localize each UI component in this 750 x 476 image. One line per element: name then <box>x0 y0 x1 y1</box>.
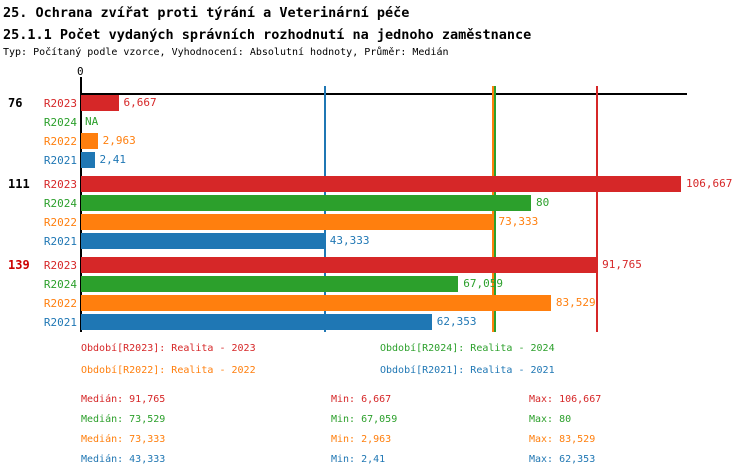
stat-median-R2021: Medián: 43,333 <box>81 454 166 465</box>
bar-value-label: 80 <box>535 196 550 209</box>
bar-value-label: 62,353 <box>436 315 477 328</box>
stat-max-R2024: Max: 80 <box>529 414 572 425</box>
bar-value-label: 43,333 <box>329 234 370 247</box>
bar-R2023 <box>81 176 681 192</box>
bar-R2021 <box>81 314 432 330</box>
bar-R2022 <box>81 133 98 149</box>
report-meta: Typ: Počítaný podle vzorce, Vyhodnocení:… <box>3 47 449 58</box>
stat-max-R2023: Max: 106,667 <box>529 394 602 405</box>
stat-max-R2022: Max: 83,529 <box>529 434 596 445</box>
bar-value-label: 2,41 <box>99 153 127 166</box>
top-axis-line <box>81 93 687 95</box>
stat-min-R2022: Min: 2,963 <box>331 434 392 445</box>
bar-R2024 <box>81 195 531 211</box>
legend-item-R2021: Období[R2021]: Realita - 2021 <box>380 365 555 376</box>
bar-R2021 <box>81 152 95 168</box>
stat-median-R2023: Medián: 91,765 <box>81 394 166 405</box>
bar-value-label: 73,333 <box>498 215 539 228</box>
group-label: 139 <box>8 258 30 272</box>
stat-median-R2022: Medián: 73,333 <box>81 434 166 445</box>
group-label: 76 <box>8 96 23 110</box>
stat-max-R2021: Max: 62,353 <box>529 454 596 465</box>
group-label: 111 <box>8 177 30 191</box>
series-row-label: R2021 <box>43 235 77 248</box>
stat-min-R2023: Min: 6,667 <box>331 394 392 405</box>
report-title: 25. Ochrana zvířat proti týrání a Veteri… <box>3 5 410 21</box>
series-row-label: R2021 <box>43 316 77 329</box>
bar-R2022 <box>81 295 551 311</box>
bar-value-label: 91,765 <box>602 258 642 271</box>
bar-value-label: 6,667 <box>123 96 157 109</box>
bar-value-label: NA <box>85 115 99 128</box>
legend-item-R2023: Období[R2023]: Realita - 2023 <box>81 343 256 354</box>
legend-item-R2024: Období[R2024]: Realita - 2024 <box>380 343 555 354</box>
bar-value-label: 2,963 <box>102 134 136 147</box>
bar-R2024 <box>81 276 459 292</box>
stat-min-R2021: Min: 2,41 <box>331 454 386 465</box>
series-row-label: R2023 <box>43 259 77 272</box>
legend-item-R2022: Období[R2022]: Realita - 2022 <box>81 365 256 376</box>
series-row-label: R2024 <box>43 278 77 291</box>
bar-value-label: 106,667 <box>686 177 733 190</box>
bar-R2023 <box>81 95 119 111</box>
median-line-R2023 <box>596 86 599 332</box>
series-row-label: R2022 <box>43 297 77 310</box>
series-row-label: R2022 <box>43 135 77 148</box>
bar-value-label: 67,059 <box>463 277 503 290</box>
report-subtitle: 25.1.1 Počet vydaných správních rozhodnu… <box>3 27 532 43</box>
series-row-label: R2024 <box>43 116 77 129</box>
stat-median-R2024: Medián: 73,529 <box>81 414 166 425</box>
bar-R2021 <box>81 233 325 249</box>
axis-zero-label: 0 <box>77 65 84 78</box>
bar-value-label: 83,529 <box>555 296 596 309</box>
stat-min-R2024: Min: 67,059 <box>331 414 398 425</box>
bar-R2023 <box>81 257 598 273</box>
series-row-label: R2023 <box>43 97 77 110</box>
series-row-label: R2024 <box>43 197 77 210</box>
series-row-label: R2023 <box>43 178 77 191</box>
bar-R2022 <box>81 214 494 230</box>
series-row-label: R2022 <box>43 216 77 229</box>
series-row-label: R2021 <box>43 154 77 167</box>
